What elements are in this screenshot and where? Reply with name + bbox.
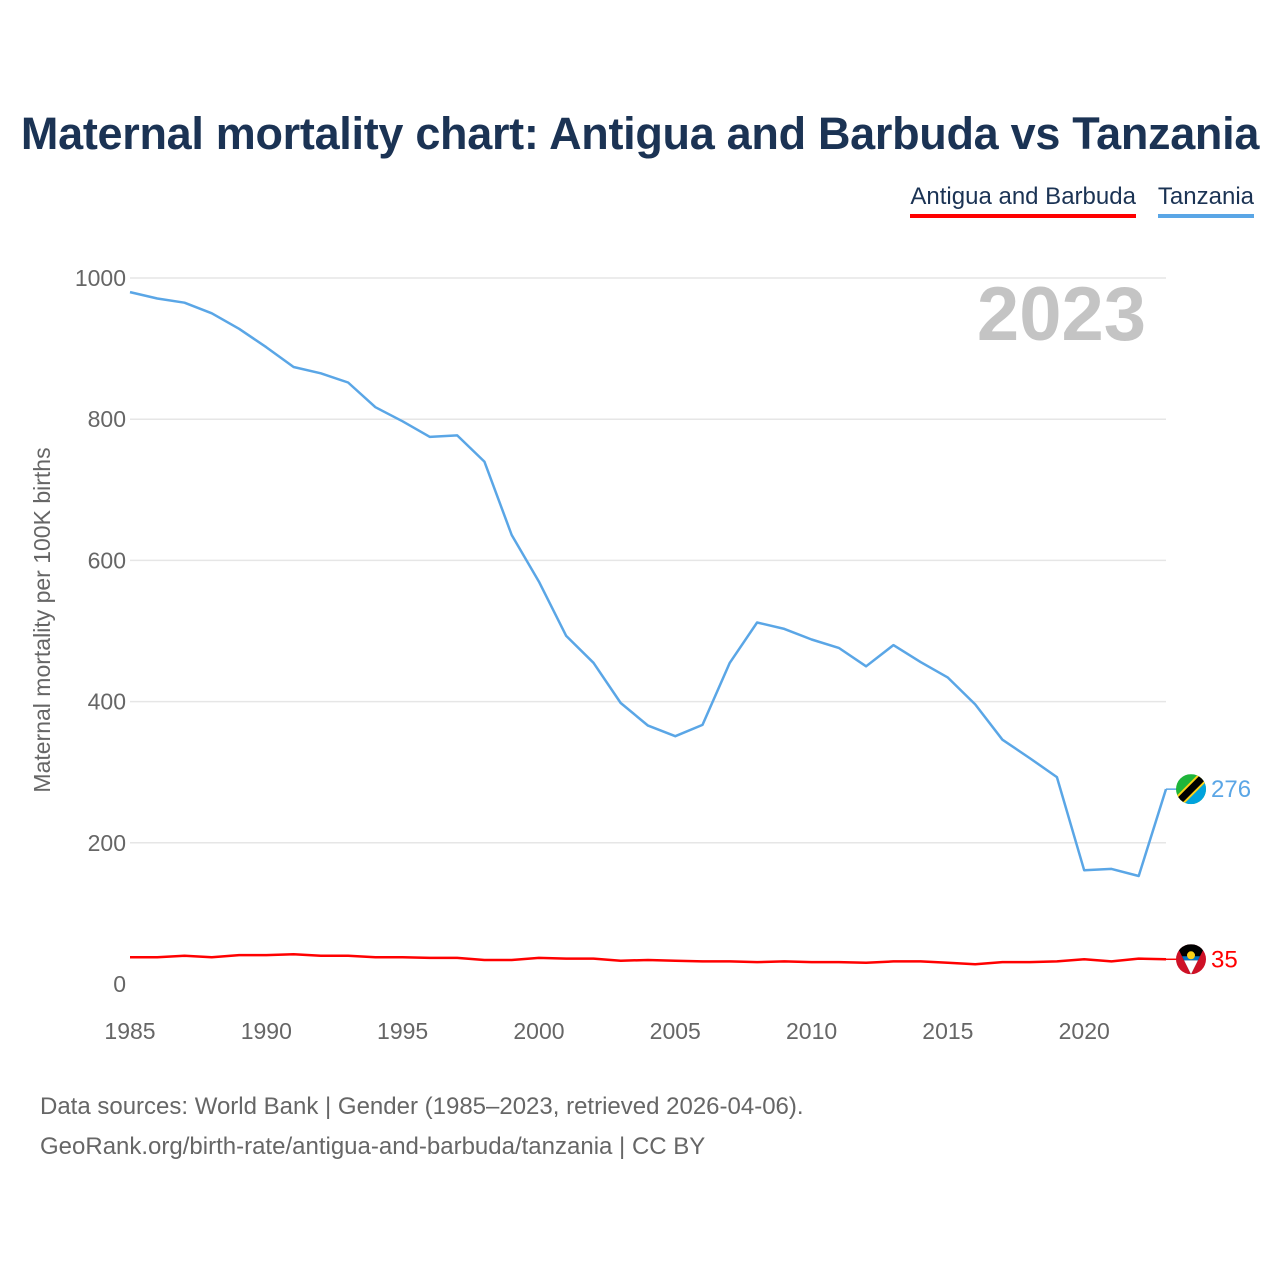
x-tick-2000: 2000 — [513, 1018, 564, 1044]
y-tick-0: 0 — [113, 971, 126, 997]
y-tick-800: 800 — [88, 406, 126, 432]
x-tick-2005: 2005 — [650, 1018, 701, 1044]
x-tick-1985: 1985 — [104, 1018, 155, 1044]
source-url-text[interactable]: GeoRank.org/birth-rate/antigua-and-barbu… — [40, 1133, 706, 1160]
x-tick-1995: 1995 — [377, 1018, 428, 1044]
series-line-tanzania — [129, 290, 1168, 878]
end-value-label-antigua-and-barbuda: 35 — [1211, 946, 1238, 973]
year-label: 2023 — [977, 272, 1146, 357]
y-axis-label: Maternal mortality per 100K births — [29, 447, 55, 792]
y-tick-600: 600 — [88, 547, 126, 573]
legend: Antigua and Barbuda Tanzania — [910, 183, 1254, 218]
x-tick-1990: 1990 — [241, 1018, 292, 1044]
y-tick-1000: 1000 — [75, 265, 126, 291]
grid-lines — [130, 277, 1166, 844]
footer: Data sources: World Bank | Gender (1985–… — [40, 1087, 804, 1167]
legend-item-antigua-and-barbuda[interactable]: Antigua and Barbuda — [910, 183, 1136, 218]
data-source-text: Data sources: World Bank | Gender (1985–… — [40, 1093, 804, 1120]
x-tick-2020: 2020 — [1059, 1018, 1110, 1044]
chart-title: Maternal mortality chart: Antigua and Ba… — [20, 108, 1260, 159]
series-line-antigua-and-barbuda — [130, 953, 1167, 966]
y-tick-400: 400 — [88, 689, 126, 715]
legend-item-tanzania[interactable]: Tanzania — [1157, 183, 1254, 218]
end-markers: 276 35 — [1166, 774, 1251, 975]
end-value-label-tanzania: 276 — [1211, 776, 1251, 803]
x-tick-2010: 2010 — [786, 1018, 837, 1044]
tanzania-flag-icon — [1176, 774, 1206, 805]
x-tick-2015: 2015 — [922, 1018, 973, 1044]
series-lines — [129, 290, 1168, 966]
y-axis-ticks: 0 200 400 600 800 1000 — [75, 265, 126, 997]
x-axis-ticks: 1985 1990 1995 2000 2005 2010 2015 2020 — [104, 1018, 1109, 1044]
y-tick-200: 200 — [88, 830, 126, 856]
antigua-and-barbuda-flag-icon — [1176, 944, 1206, 975]
